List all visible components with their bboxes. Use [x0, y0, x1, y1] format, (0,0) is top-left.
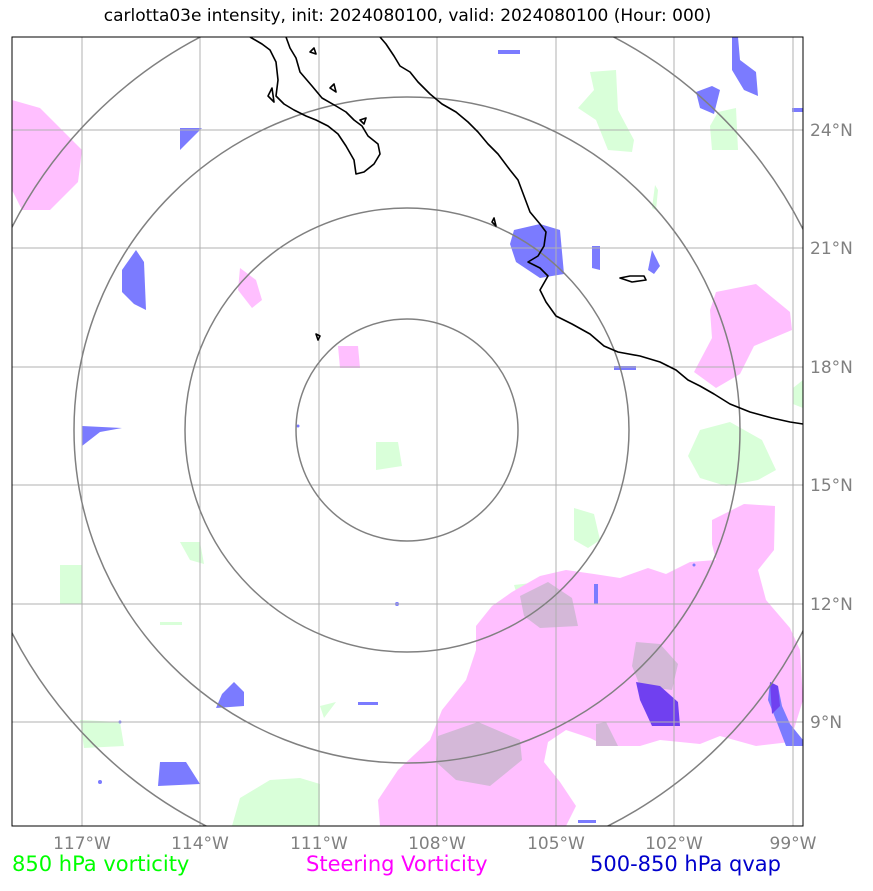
- lat-label: 18°N: [810, 358, 853, 378]
- lon-label: 117°W: [53, 834, 111, 854]
- lat-label: 12°N: [810, 595, 853, 615]
- steering-vorticity-contours: [12, 100, 803, 826]
- legend-steering-vorticity: Steering Vorticity: [306, 852, 488, 876]
- lat-label: 24°N: [810, 121, 853, 141]
- lon-label: 114°W: [171, 834, 229, 854]
- legend-vorticity-850: 850 hPa vorticity: [12, 852, 190, 876]
- lon-label: 111°W: [290, 834, 348, 854]
- legend-qvap: 500-850 hPa qvap: [590, 852, 781, 876]
- lat-label: 21°N: [810, 239, 853, 259]
- map-plot-area: [12, 37, 803, 826]
- lon-labels: 117°W 114°W 111°W 108°W 105°W 102°W 99°W: [53, 834, 817, 854]
- lat-label: 15°N: [810, 476, 853, 496]
- qvap-contours: [82, 37, 803, 823]
- plot-title: carlotta03e intensity, init: 2024080100,…: [103, 6, 712, 26]
- lat-label: 9°N: [810, 713, 842, 733]
- coastline: [249, 37, 803, 425]
- lon-label: 99°W: [770, 834, 817, 854]
- lon-label: 108°W: [408, 834, 466, 854]
- lat-labels: 24°N 21°N 18°N 15°N 12°N 9°N: [810, 121, 853, 733]
- map-frame: [11, 36, 804, 827]
- lon-label: 105°W: [527, 834, 585, 854]
- overlap-regions: [436, 582, 678, 786]
- lon-label: 102°W: [645, 834, 703, 854]
- range-rings: [12, 37, 803, 826]
